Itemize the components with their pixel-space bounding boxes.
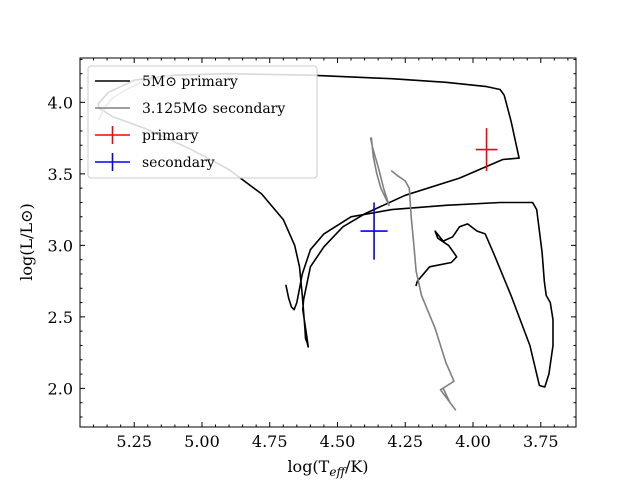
- x-tick-label: 4.25: [387, 432, 423, 451]
- x-axis-title-post: /K): [345, 457, 369, 476]
- data-points-layer: [360, 128, 498, 260]
- legend-item-primary-track-label: 5M⊙ primary: [142, 74, 238, 90]
- y-tick-label: 4.0: [48, 93, 73, 112]
- y-tick-label: 2.5: [48, 308, 73, 327]
- legend-item-secondary-track-label: 3.125M⊙ secondary: [142, 101, 285, 117]
- y-tick-label: 3.5: [48, 165, 73, 184]
- track-primary_track_b: [285, 201, 554, 388]
- x-axis-title-sub: eff: [329, 465, 347, 479]
- legend-item-secondary-point-label: secondary: [142, 155, 215, 171]
- y-tick-label: 2.0: [48, 379, 73, 398]
- x-tick-label: 5.00: [184, 432, 220, 451]
- x-tick-label: 4.00: [455, 432, 491, 451]
- legend-item-primary-point-label: primary: [142, 128, 198, 144]
- legend: 5M⊙ primary 3.125M⊙ secondary primary secon…: [87, 65, 318, 179]
- track-secondary_track_b: [390, 170, 457, 411]
- x-tick-label: 4.50: [320, 432, 356, 451]
- x-axis-title-pre: log(T: [287, 457, 329, 476]
- x-tick-label: 5.25: [116, 432, 152, 451]
- x-tick-label: 3.75: [523, 432, 559, 451]
- x-tick-label: 4.75: [252, 432, 288, 451]
- y-axis-title: log(L/L⊙): [17, 203, 36, 281]
- y-tick-label: 3.0: [48, 236, 73, 255]
- legend-box: [87, 65, 318, 179]
- ticks-layer: 5.25 5.00 4.75 4.50 4.25 4.00 3.75 2.0 2.5 3.0 3.5…: [48, 58, 576, 451]
- x-axis-title: log(Teff/K): [287, 457, 368, 479]
- axes-frame: [79, 57, 577, 428]
- track-secondary_track: [369, 137, 390, 207]
